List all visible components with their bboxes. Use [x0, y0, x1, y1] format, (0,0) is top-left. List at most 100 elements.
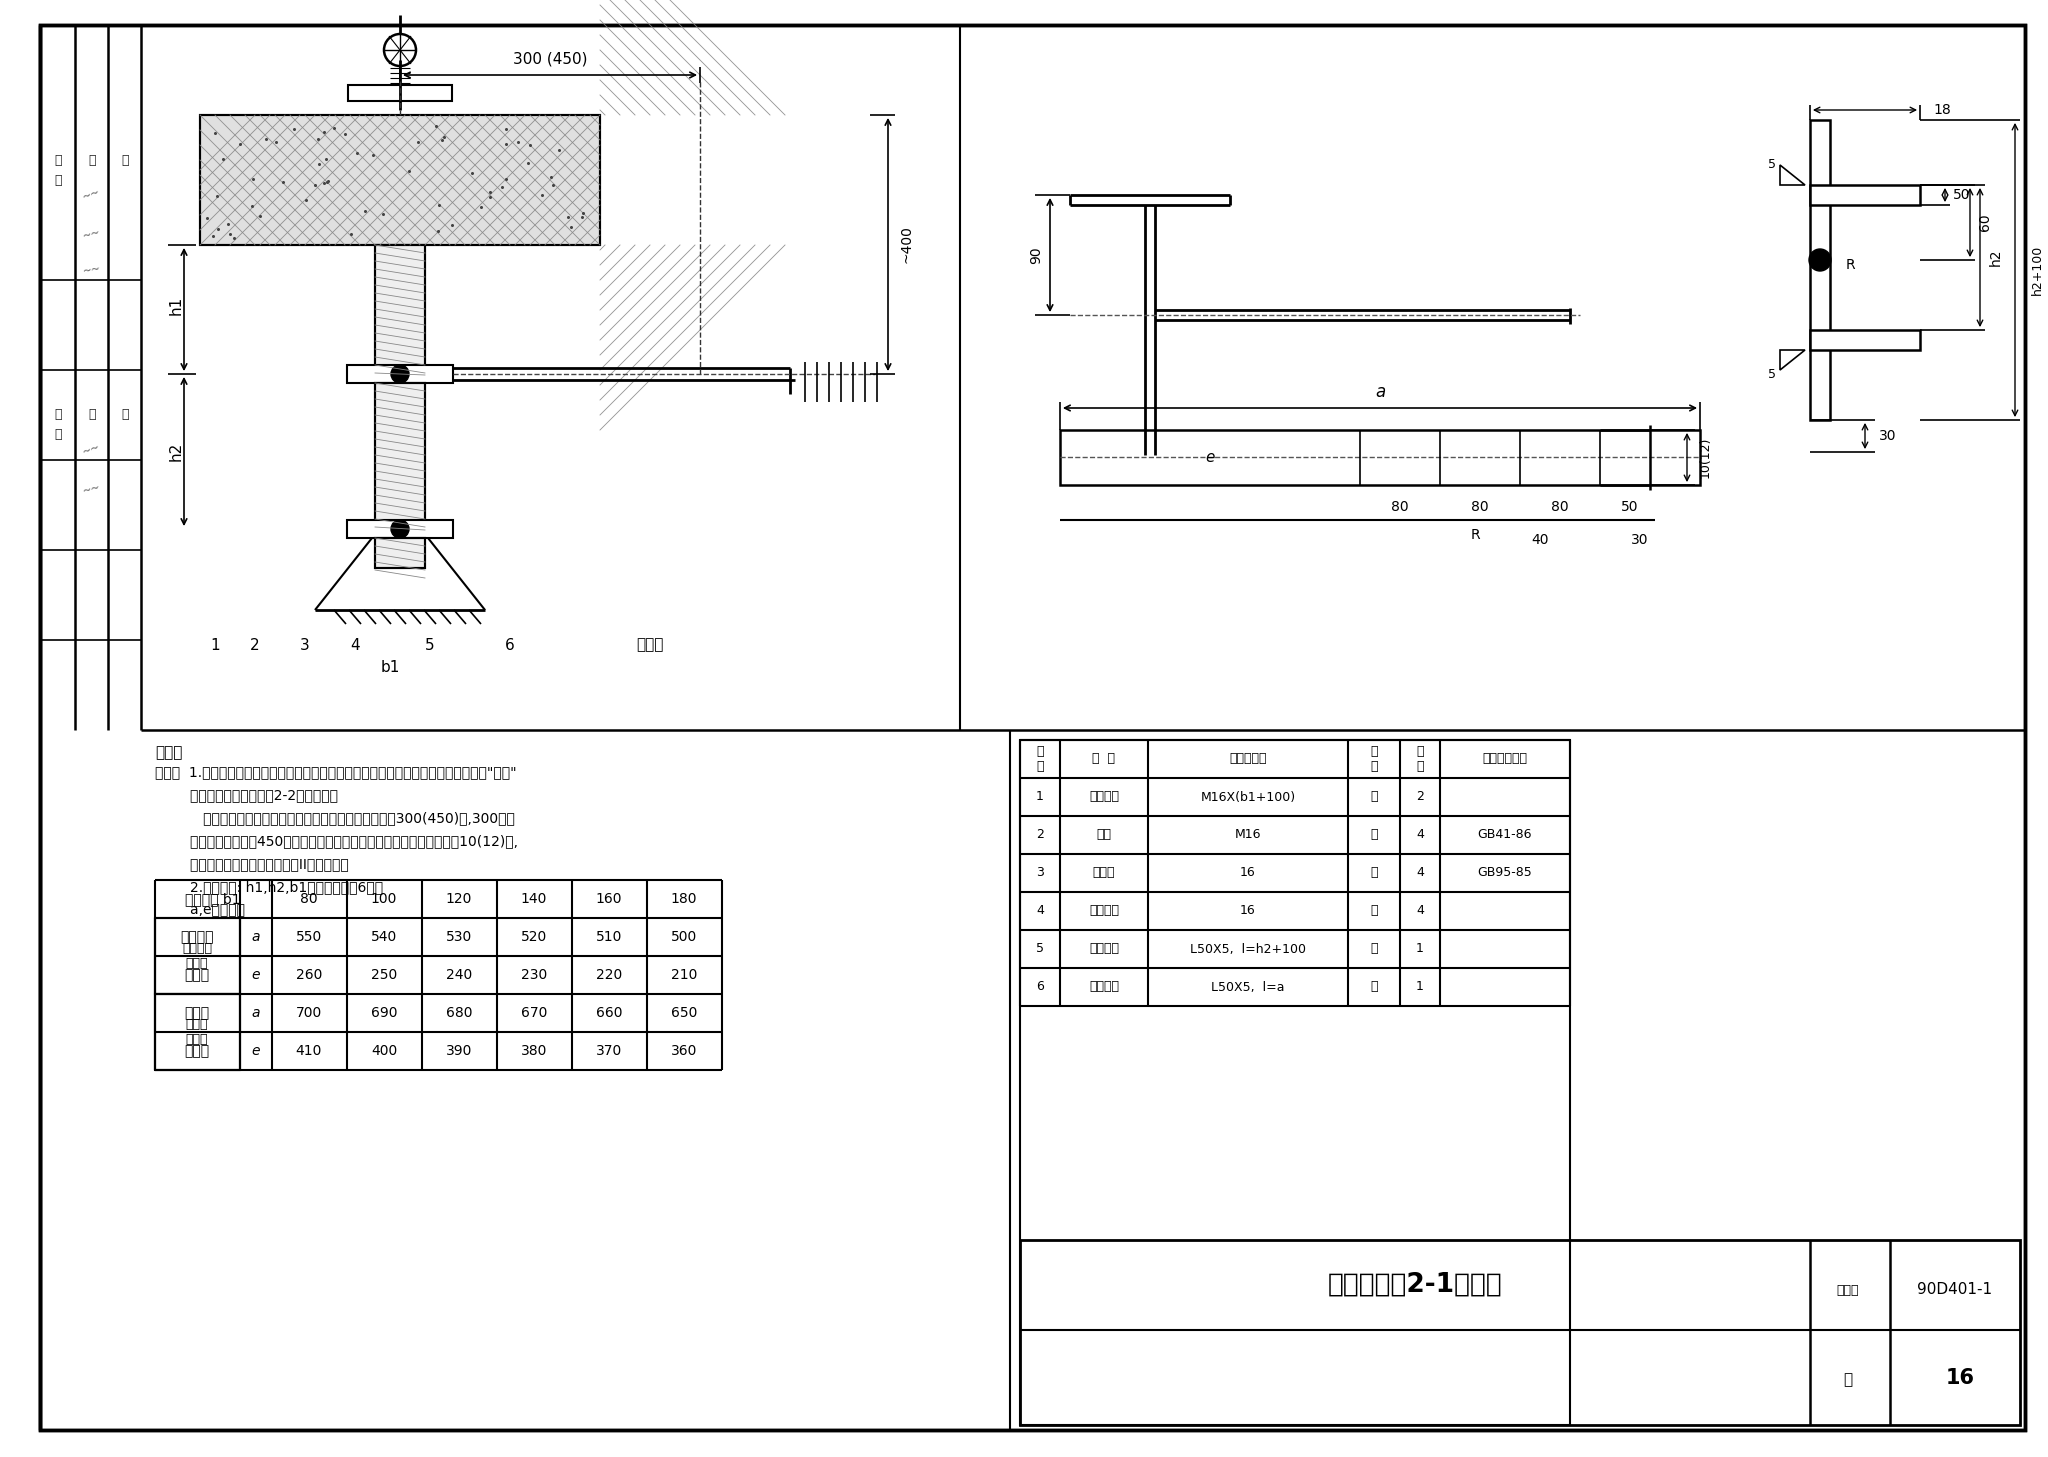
- Text: 4: 4: [350, 638, 360, 653]
- Bar: [1020, 1240, 2019, 1425]
- Text: 40: 40: [1532, 533, 1548, 546]
- Text: ~~: ~~: [82, 227, 102, 242]
- Text: 平垫圈: 平垫圈: [1094, 867, 1116, 880]
- Text: 3: 3: [1036, 867, 1044, 880]
- Text: 2: 2: [1415, 791, 1423, 803]
- Text: 说明：  1.本图用于单线式及多线式安全滑触线在非预应力吊车梁上及预应力吊车梁中部"正装": 说明： 1.本图用于单线式及多线式安全滑触线在非预应力吊车梁上及预应力吊车梁中部…: [156, 765, 516, 779]
- Text: 对: 对: [53, 428, 61, 441]
- Text: 1: 1: [211, 638, 219, 653]
- Text: 10(12): 10(12): [1698, 436, 1712, 478]
- Text: 1: 1: [1036, 791, 1044, 803]
- Bar: [348, 85, 453, 101]
- Text: 个: 个: [1370, 905, 1378, 918]
- Text: 370: 370: [596, 1045, 623, 1058]
- Text: 50: 50: [1622, 500, 1638, 514]
- Text: 5: 5: [1036, 943, 1044, 956]
- Text: 4: 4: [1415, 829, 1423, 842]
- Bar: [156, 994, 240, 1069]
- Text: 80: 80: [1470, 500, 1489, 514]
- Text: GB95-85: GB95-85: [1477, 867, 1532, 880]
- Text: 1: 1: [1415, 981, 1423, 994]
- Circle shape: [391, 520, 410, 538]
- Text: 1: 1: [1415, 943, 1423, 956]
- Text: R: R: [1845, 258, 1855, 272]
- Text: 个: 个: [1370, 829, 1378, 842]
- Text: 510: 510: [596, 930, 623, 944]
- Text: 4: 4: [1036, 905, 1044, 918]
- Text: ~~: ~~: [82, 482, 102, 497]
- Text: 支架角件: 支架角件: [1090, 943, 1118, 956]
- Text: 弹簧垫圈: 弹簧垫圈: [1090, 905, 1118, 918]
- Text: 120: 120: [446, 892, 473, 906]
- Text: 4: 4: [1415, 867, 1423, 880]
- Text: 查: 查: [121, 408, 129, 421]
- Bar: [375, 245, 426, 374]
- Bar: [375, 383, 426, 530]
- Text: 根: 根: [1370, 943, 1378, 956]
- Bar: [1810, 119, 1831, 420]
- Text: L50X5,  l=h2+100: L50X5, l=h2+100: [1190, 943, 1307, 956]
- Text: 80: 80: [1550, 500, 1569, 514]
- Text: ~~: ~~: [82, 264, 102, 277]
- Text: 240: 240: [446, 967, 473, 982]
- Text: 2: 2: [250, 638, 260, 653]
- Text: 根: 根: [1370, 981, 1378, 994]
- Text: 编
号: 编 号: [1036, 745, 1044, 774]
- Text: 5: 5: [1767, 369, 1776, 382]
- Text: h1: h1: [168, 296, 184, 315]
- Text: 540: 540: [371, 930, 397, 944]
- Text: 30: 30: [1880, 428, 1896, 443]
- Bar: [156, 918, 240, 994]
- Text: 非预应力
吊车梁: 非预应力 吊车梁: [182, 943, 213, 970]
- Text: 图集号: 图集号: [1837, 1284, 1860, 1297]
- Text: 520: 520: [520, 930, 547, 944]
- Text: 吊车梁: 吊车梁: [184, 967, 209, 982]
- Text: 660: 660: [596, 1005, 623, 1020]
- Bar: [375, 245, 426, 374]
- Text: 80: 80: [1391, 500, 1409, 514]
- Text: 18: 18: [1933, 103, 1952, 117]
- Text: 400: 400: [371, 1045, 397, 1058]
- Text: M16X(b1+100): M16X(b1+100): [1200, 791, 1296, 803]
- Bar: [346, 520, 453, 538]
- Text: 390: 390: [446, 1045, 473, 1058]
- Text: 650: 650: [672, 1005, 696, 1020]
- Text: 140: 140: [520, 892, 547, 906]
- Text: 260: 260: [295, 967, 322, 982]
- Text: 2: 2: [1036, 829, 1044, 842]
- Text: 16: 16: [1946, 1368, 1974, 1389]
- Text: a: a: [1374, 383, 1384, 401]
- Text: e: e: [1206, 450, 1214, 465]
- Bar: [1810, 329, 1921, 350]
- Text: 4: 4: [1415, 905, 1423, 918]
- Text: 5: 5: [426, 638, 434, 653]
- Text: 单
位: 单 位: [1370, 745, 1378, 774]
- Text: 预应力
吊车梁: 预应力 吊车梁: [186, 1018, 209, 1046]
- Circle shape: [1808, 249, 1831, 271]
- Text: ~~: ~~: [82, 441, 102, 457]
- Text: h2: h2: [1989, 248, 2003, 265]
- Bar: [201, 115, 600, 245]
- Text: 滑触线: 滑触线: [637, 638, 664, 653]
- Bar: [1810, 185, 1921, 205]
- Text: 530: 530: [446, 930, 473, 944]
- Text: a: a: [252, 1005, 260, 1020]
- Circle shape: [391, 366, 410, 383]
- Text: 名  称: 名 称: [1092, 752, 1116, 765]
- Text: ~400: ~400: [899, 224, 913, 262]
- Text: 安全滑触线2-1型支架: 安全滑触线2-1型支架: [1327, 1272, 1503, 1298]
- Text: 说明：: 说明：: [156, 745, 182, 761]
- Text: 60: 60: [1978, 213, 1993, 230]
- Text: 核: 核: [53, 408, 61, 421]
- Bar: [375, 538, 426, 568]
- Text: 螺母: 螺母: [1096, 829, 1112, 842]
- Text: R: R: [1470, 527, 1481, 542]
- Text: 非预应力: 非预应力: [180, 930, 213, 944]
- Text: 页: 页: [1843, 1372, 1853, 1387]
- Text: 双头螺柱: 双头螺柱: [1090, 791, 1118, 803]
- Text: 3: 3: [301, 638, 309, 653]
- Text: 审: 审: [88, 408, 96, 421]
- Text: 690: 690: [371, 1005, 397, 1020]
- Text: 吊车梁厚 b1: 吊车梁厚 b1: [184, 892, 242, 906]
- Bar: [375, 538, 426, 568]
